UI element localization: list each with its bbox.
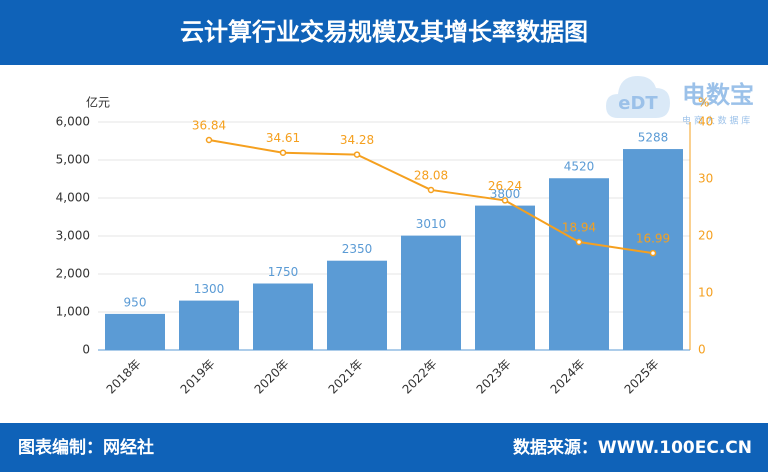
y2-tick-label: 20 — [698, 229, 713, 243]
bar-value-label: 5288 — [638, 131, 669, 145]
line-value-label: 26.24 — [488, 179, 522, 193]
y2-tick-label: 30 — [698, 172, 713, 186]
bar — [549, 178, 609, 350]
footer-band — [0, 423, 768, 472]
y-axis-label: 亿元 — [86, 95, 110, 110]
y2-axis-label: % — [698, 96, 709, 110]
y-tick-label: 3,000 — [56, 229, 90, 243]
bar-value-label: 3010 — [416, 217, 447, 231]
line-point — [353, 151, 361, 158]
bar-value-label: 1300 — [194, 282, 225, 296]
line-point — [205, 136, 213, 144]
y-tick-label: 1,000 — [56, 305, 90, 319]
logo: eDT 电数宝 电 商 大 数 据 库 — [606, 76, 754, 127]
logo-cloud — [606, 76, 670, 118]
line-point — [279, 149, 287, 156]
y-tick-label: 0 — [82, 343, 90, 357]
bar — [179, 300, 239, 350]
line-point — [501, 197, 509, 204]
bar — [475, 205, 535, 350]
bar — [253, 283, 313, 350]
y2-tick-label: 10 — [698, 286, 713, 300]
line-value-label: 28.08 — [414, 168, 448, 182]
bar-value-label: 4520 — [564, 160, 595, 174]
y-tick-label: 4,000 — [56, 191, 90, 205]
header-band — [0, 0, 768, 65]
logo-badge: eDT — [618, 93, 658, 114]
footer-left: 图表编制：网经社 — [18, 437, 154, 458]
footer-right: 数据来源：WWW.100EC.CN — [513, 437, 752, 458]
y-tick-label: 6,000 — [56, 115, 90, 129]
y2-tick-label: 0 — [698, 343, 706, 357]
logo-name: 电数宝 — [682, 81, 754, 109]
line-value-label: 18.94 — [562, 221, 596, 235]
line-point — [649, 249, 657, 257]
line-value-label: 16.99 — [636, 232, 670, 246]
line-point — [575, 238, 583, 246]
bar — [401, 235, 461, 350]
line-value-label: 34.28 — [340, 133, 374, 147]
y-tick-label: 5,000 — [56, 153, 90, 167]
logo-subtitle: 电 商 大 数 据 库 — [682, 115, 750, 127]
line-value-label: 34.61 — [266, 131, 300, 145]
bar-value-label: 1750 — [268, 265, 299, 279]
line-value-label: 36.84 — [192, 119, 226, 133]
bar-value-label: 950 — [124, 295, 147, 309]
line-point — [427, 186, 435, 194]
chart-title: 云计算行业交易规模及其增长率数据图 — [180, 18, 588, 46]
y2-tick-label: 40 — [698, 115, 713, 129]
bar — [327, 260, 387, 350]
y-tick-label: 2,000 — [56, 267, 90, 281]
bar-value-label: 3800 — [490, 187, 521, 201]
bar — [105, 313, 165, 350]
bar-value-label: 2350 — [342, 242, 373, 256]
